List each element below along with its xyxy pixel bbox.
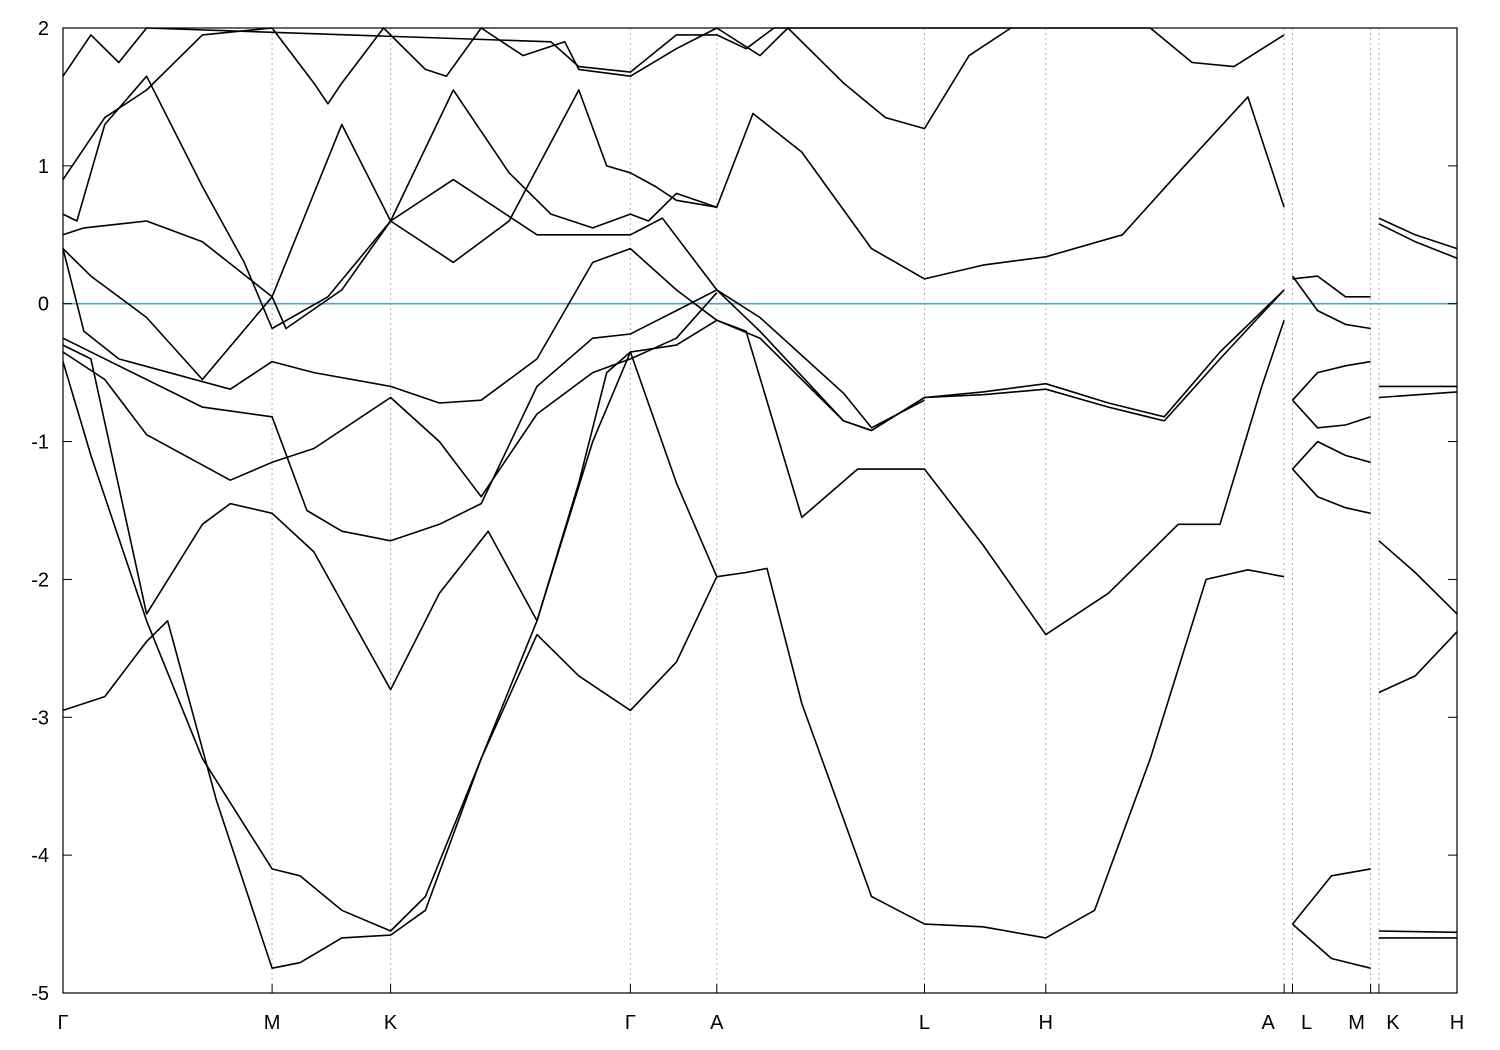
y-tick-label: 0 (38, 294, 49, 316)
band-line-19 (1378, 217, 1458, 250)
band-line-10 (62, 27, 1285, 77)
x-tick-label-A: A (710, 1012, 724, 1034)
y-tick-label: -4 (31, 845, 49, 867)
band-line-24 (1378, 631, 1458, 694)
band-line-11 (1292, 275, 1371, 298)
y-tick-label: -3 (31, 707, 49, 729)
y-tick-label: -1 (31, 432, 49, 454)
band-line-6 (62, 89, 1285, 381)
x-tick-label-L: L (1301, 1012, 1312, 1034)
band-line-15 (1291, 440, 1371, 470)
band-line-5 (62, 247, 1285, 432)
band-line-22 (1378, 391, 1458, 399)
band-line-3 (62, 292, 718, 498)
band-line-1 (62, 351, 718, 932)
x-tick-label-K: K (1386, 1012, 1400, 1034)
x-tick-label-H: H (1450, 1012, 1464, 1034)
x-tick-label-A: A (1261, 1012, 1275, 1034)
band-line-7 (62, 178, 925, 429)
x-tick-label-Γ: Γ (625, 1012, 636, 1034)
y-axis-ticks: 2 1 0 -1 -2 -3 -4 -5 (31, 18, 1457, 1005)
band-line-13 (1291, 360, 1371, 401)
x-tick-label-M: M (264, 1012, 281, 1034)
x-tick-label-M: M (1348, 1012, 1365, 1034)
x-tick-label-Γ: Γ (57, 1012, 68, 1034)
band-line-17 (1291, 868, 1371, 925)
grid-lines (271, 28, 1380, 993)
band-line-25 (1378, 930, 1458, 934)
y-tick-label: -5 (31, 983, 49, 1005)
band-line-23 (1378, 540, 1458, 615)
plot-frame (62, 27, 1458, 994)
band-line-9 (62, 27, 1012, 181)
x-tick-label-K: K (384, 1012, 398, 1034)
band-line-14 (1291, 399, 1371, 429)
band-line-12 (1291, 275, 1371, 330)
y-tick-label: 1 (38, 156, 49, 178)
band-line-2 (62, 319, 1285, 691)
y-tick-label: -2 (31, 569, 49, 591)
band-line-8 (62, 75, 718, 330)
band-line-18 (1291, 923, 1371, 969)
band-line-0 (62, 567, 1285, 969)
band-line-20 (1378, 223, 1458, 259)
x-tick-label-H: H (1039, 1012, 1053, 1034)
x-tick-label-L: L (919, 1012, 930, 1034)
band-line-16 (1291, 468, 1371, 515)
band-line-4 (62, 289, 1285, 542)
y-tick-label: 2 (38, 18, 49, 40)
